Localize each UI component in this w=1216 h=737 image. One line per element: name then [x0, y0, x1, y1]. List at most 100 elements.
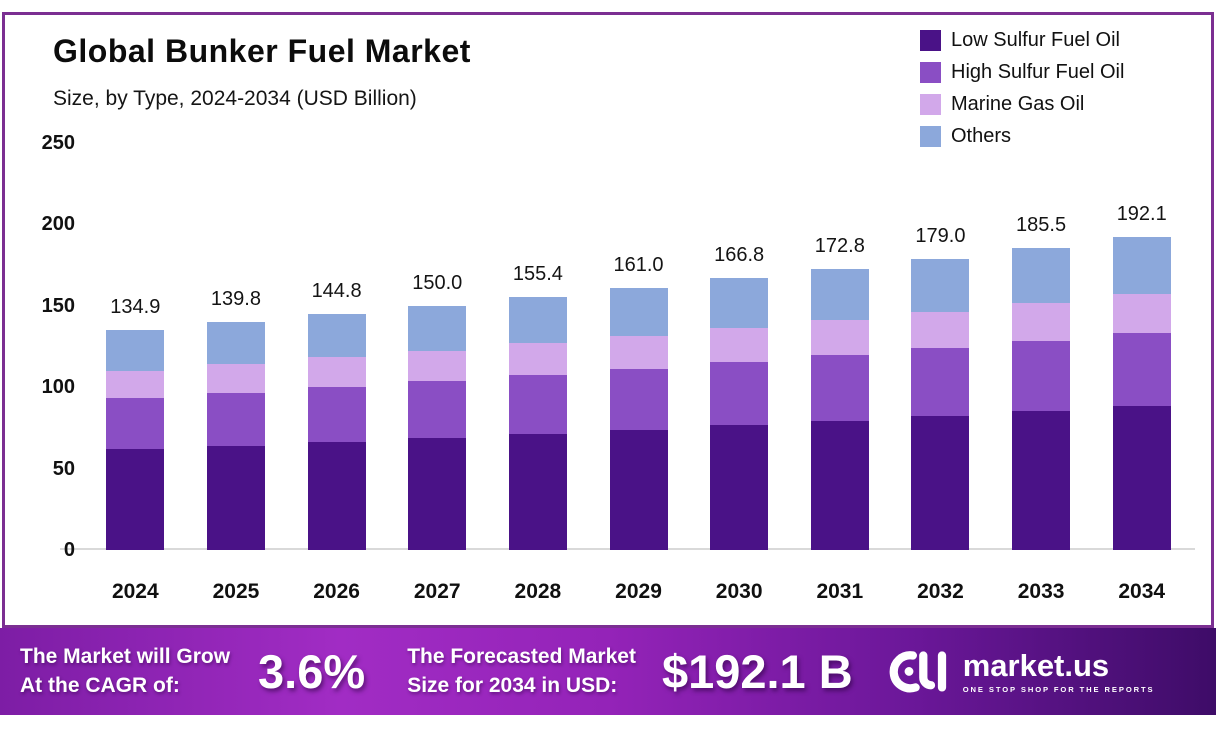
- legend-label: High Sulfur Fuel Oil: [951, 61, 1125, 83]
- bar-segment-low-sulfur-fuel-oil: [1012, 411, 1071, 550]
- legend-swatch-icon: [920, 62, 941, 83]
- bar-segment-high-sulfur-fuel-oil: [206, 392, 265, 446]
- bar-stack: [307, 314, 366, 550]
- chart-card: Global Bunker Fuel Market Size, by Type,…: [2, 12, 1214, 628]
- cagr-value: 3.6%: [258, 645, 366, 698]
- bar-segment-others: [1012, 248, 1071, 304]
- bar-segment-others: [1112, 237, 1171, 295]
- bar-total-label: 139.8: [210, 288, 261, 311]
- x-axis-label: 2034: [1118, 580, 1166, 603]
- bar-total-label: 134.9: [110, 296, 161, 319]
- bar-segment-marine-gas-oil: [408, 350, 467, 382]
- bar-segment-high-sulfur-fuel-oil: [307, 386, 366, 442]
- logo-text: market.us: [962, 647, 1110, 683]
- legend-swatch-icon: [920, 126, 941, 147]
- x-axis-label: 2029: [615, 580, 662, 603]
- x-axis-label: 2033: [1017, 580, 1065, 603]
- y-axis-tick-label: 100: [41, 376, 75, 399]
- bar-total-label: 185.5: [1016, 214, 1067, 236]
- legend-swatch-icon: [920, 30, 941, 51]
- x-axis-label: 2030: [715, 580, 763, 603]
- x-axis-label: 2027: [413, 580, 461, 603]
- bar-column: 134.9 2024: [85, 143, 186, 603]
- legend-label: Marine Gas Oil: [951, 93, 1085, 115]
- forecast-label-line1: The Forecasted Market: [407, 645, 636, 669]
- cagr-label-line1: The Market will Grow: [20, 645, 231, 669]
- bar-column: 192.1 2034: [1091, 143, 1192, 603]
- bar-segment-low-sulfur-fuel-oil: [911, 416, 970, 550]
- logo-tagline: ONE STOP SHOP FOR THE REPORTS: [962, 684, 1155, 694]
- bar-total-label: 172.8: [814, 234, 865, 257]
- bar-segment-marine-gas-oil: [508, 343, 567, 375]
- bar-column: 185.5 2033: [991, 143, 1092, 603]
- bar-stack: [508, 297, 567, 550]
- legend-label: Others: [951, 125, 1012, 147]
- bar-segment-high-sulfur-fuel-oil: [408, 381, 467, 438]
- x-axis-label: 2031: [816, 580, 864, 603]
- bar-stack: [106, 330, 165, 550]
- y-axis-tick-label: 50: [52, 457, 75, 480]
- forecast-value: $192.1 B: [661, 645, 853, 698]
- x-axis-label: 2032: [917, 580, 964, 603]
- bar-stack: [710, 278, 769, 550]
- bar-segment-high-sulfur-fuel-oil: [106, 398, 165, 450]
- legend-item: High Sulfur Fuel Oil: [920, 61, 1124, 84]
- bar-stack: [1012, 248, 1071, 550]
- bar-segment-low-sulfur-fuel-oil: [609, 429, 668, 550]
- banner: The Market will Grow At the CAGR of: 3.6…: [0, 628, 1216, 715]
- x-axis-label: 2026: [313, 580, 360, 603]
- chart-subtitle: Size, by Type, 2024-2034 (USD Billion): [53, 87, 417, 110]
- bar-column: 172.8 2031: [789, 143, 890, 603]
- bar-total-label: 144.8: [311, 280, 362, 303]
- bar-segment-marine-gas-oil: [710, 328, 769, 362]
- bar-stack: [810, 268, 869, 550]
- x-axis-label: 2028: [514, 580, 562, 603]
- bar-stack: [911, 258, 970, 550]
- bar-total-label: 155.4: [512, 263, 563, 285]
- logo-mark-icon: [889, 650, 946, 692]
- forecast-label: The Forecasted Market Size for 2034 in U…: [407, 643, 636, 700]
- bar-segment-high-sulfur-fuel-oil: [1112, 333, 1171, 407]
- bar-segment-marine-gas-oil: [1112, 294, 1171, 334]
- x-axis-label: 2024: [111, 580, 159, 603]
- bar-segment-others: [307, 314, 366, 358]
- bar-column: 179.0 2032: [890, 143, 991, 603]
- bar-stack: [1112, 237, 1171, 550]
- market-us-logo: market.us ONE STOP SHOP FOR THE REPORTS: [887, 645, 1155, 699]
- legend-item: Low Sulfur Fuel Oil: [920, 29, 1124, 52]
- bar-segment-others: [508, 297, 567, 344]
- bar-segment-others: [408, 305, 467, 351]
- chart-title: Global Bunker Fuel Market: [53, 33, 471, 69]
- bar-segment-others: [106, 330, 165, 371]
- legend-item: Marine Gas Oil: [920, 93, 1124, 116]
- bar-column: 144.8 2026: [286, 143, 387, 603]
- bar-total-label: 166.8: [714, 244, 765, 267]
- bar-stack: [206, 322, 265, 550]
- bar-segment-low-sulfur-fuel-oil: [206, 445, 265, 550]
- bar-segment-high-sulfur-fuel-oil: [609, 368, 668, 430]
- forecast-label-line2: Size for 2034 in USD:: [407, 673, 618, 697]
- bar-stack: [609, 287, 668, 550]
- legend-swatch-icon: [920, 94, 941, 115]
- bar-segment-marine-gas-oil: [106, 370, 165, 399]
- y-axis-tick-label: 250: [41, 132, 75, 154]
- bar-total-label: 192.1: [1116, 203, 1167, 226]
- bar-segment-marine-gas-oil: [609, 335, 668, 369]
- bar-segment-low-sulfur-fuel-oil: [508, 433, 567, 550]
- bar-total-label: 150.0: [412, 271, 463, 294]
- bar-column: 150.0 2027: [387, 143, 488, 603]
- bar-segment-marine-gas-oil: [911, 311, 970, 349]
- bar-segment-high-sulfur-fuel-oil: [710, 361, 769, 426]
- bar-segment-low-sulfur-fuel-oil: [106, 449, 165, 550]
- bar-segment-high-sulfur-fuel-oil: [810, 355, 869, 421]
- cagr-label: The Market will Grow At the CAGR of:: [20, 643, 230, 700]
- cagr-label-line2: At the CAGR of:: [20, 673, 180, 697]
- y-axis-tick-label: 200: [41, 213, 75, 236]
- bar-segment-low-sulfur-fuel-oil: [1112, 406, 1171, 550]
- bar-segment-high-sulfur-fuel-oil: [1012, 340, 1071, 412]
- bar-segment-others: [609, 287, 668, 336]
- y-axis-tick-label: 150: [41, 294, 75, 317]
- bar-segment-others: [911, 258, 970, 312]
- bar-segment-marine-gas-oil: [206, 364, 265, 393]
- bar-segment-low-sulfur-fuel-oil: [408, 437, 467, 550]
